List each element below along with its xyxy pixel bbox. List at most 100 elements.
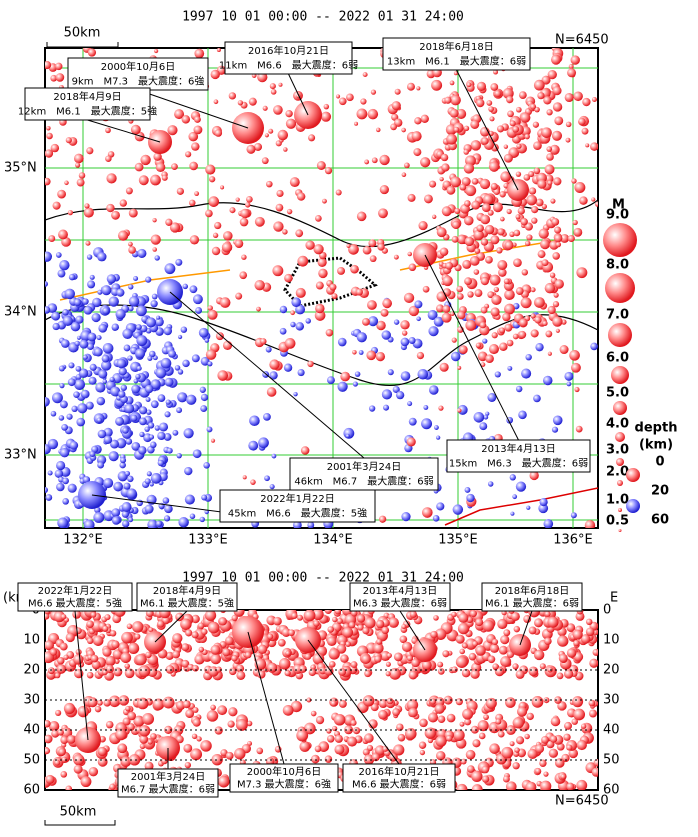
quake-dot xyxy=(80,776,92,788)
quake-dot xyxy=(229,207,236,214)
quake-dot xyxy=(317,257,327,268)
quake-dot xyxy=(204,509,210,515)
quake-dot xyxy=(64,180,69,186)
quake-dot xyxy=(166,447,173,454)
scale-bar xyxy=(46,42,119,48)
quake-dot xyxy=(549,144,560,155)
quake-dot xyxy=(550,198,556,204)
quake-dot xyxy=(468,652,477,661)
lon-label: 132°E xyxy=(63,533,103,548)
quake-dot xyxy=(494,371,501,378)
quake-dot xyxy=(57,269,66,278)
magnitude-label: 0.5 xyxy=(606,514,629,529)
quake-dot xyxy=(436,750,446,761)
magnitude-label: 7.0 xyxy=(606,308,629,323)
quake-dot xyxy=(563,733,571,741)
annotation-date: 2018年6月18日 xyxy=(495,584,570,597)
quake-dot xyxy=(120,384,128,391)
annotation-leader xyxy=(137,89,249,129)
quake-dot xyxy=(477,351,488,362)
quake-dot xyxy=(110,386,121,397)
quake-dot xyxy=(393,744,405,756)
quake-dot xyxy=(525,353,532,361)
annotation-box xyxy=(24,87,151,121)
quake-dot xyxy=(314,310,326,321)
map-scale-label: 50km xyxy=(64,26,101,41)
quake-dot xyxy=(482,619,495,632)
quake-dot xyxy=(111,516,121,525)
quake-dot xyxy=(167,125,178,136)
quake-dot xyxy=(128,241,133,247)
quake-dot xyxy=(442,650,450,658)
annotation-detail: 15km M6.3 最大震度：6弱 xyxy=(449,457,588,470)
quake-dot xyxy=(87,332,97,342)
quake-dot xyxy=(62,477,69,485)
quake-dot xyxy=(566,648,577,658)
quake-dot xyxy=(401,330,408,336)
quake-dot xyxy=(453,71,458,76)
quake-dot xyxy=(407,401,413,407)
annotation-detail: M6.1 最大震度：6弱 xyxy=(485,597,579,610)
quake-dot xyxy=(182,359,190,368)
quake-dot xyxy=(147,519,158,528)
quake-dot xyxy=(346,243,351,248)
quake-dot xyxy=(501,746,514,759)
quake-dot xyxy=(161,174,168,181)
quake-dot xyxy=(616,458,624,466)
quake-dot xyxy=(539,663,546,670)
quake-dot xyxy=(442,275,453,287)
quake-dot xyxy=(325,328,334,337)
annotation-date: 2013年4月13日 xyxy=(481,442,556,455)
quake-dot xyxy=(534,106,540,113)
quake-dot xyxy=(101,285,112,296)
quake-dot xyxy=(204,610,217,621)
quake-dot xyxy=(386,652,392,659)
quake-dot xyxy=(246,720,253,727)
quake-dot xyxy=(199,386,206,393)
quake-dot xyxy=(295,322,305,331)
quake-dot xyxy=(571,362,581,373)
quake-dot xyxy=(548,748,559,758)
quake-dot xyxy=(418,741,427,749)
quake-dot xyxy=(513,229,521,237)
quake-dot xyxy=(297,255,309,267)
quake-dot xyxy=(530,329,539,338)
quake-dot xyxy=(420,114,429,123)
quake-dot xyxy=(474,289,483,298)
quake-dot xyxy=(271,453,277,459)
quake-dot xyxy=(479,178,491,190)
quake-dot xyxy=(45,149,54,158)
quake-dot xyxy=(149,350,156,358)
quake-dot xyxy=(218,617,227,626)
quake-dot xyxy=(537,250,546,259)
quake-dot xyxy=(564,371,574,381)
quake-dot xyxy=(429,698,437,705)
quake-dot xyxy=(139,406,148,415)
quake-dot xyxy=(164,504,173,514)
quake-dot xyxy=(504,303,515,315)
depth-tick-label: 30 xyxy=(603,693,620,708)
quake-dot xyxy=(273,221,284,232)
quake-dot xyxy=(516,736,525,745)
quake-dot xyxy=(139,324,148,333)
quake-dot xyxy=(338,699,347,708)
depth-tick-label: 50 xyxy=(23,753,40,768)
quake-dot xyxy=(453,729,465,742)
quake-dot xyxy=(551,426,559,433)
quake-dot xyxy=(352,381,358,387)
quake-dot xyxy=(49,648,58,656)
quake-dot xyxy=(122,520,130,528)
quake-dot xyxy=(177,334,183,340)
quake-dot xyxy=(152,698,165,711)
quake-dot xyxy=(278,82,283,87)
quake-dot xyxy=(177,392,188,403)
quake-dot xyxy=(52,201,61,210)
coastline xyxy=(45,199,598,248)
quake-dot xyxy=(78,172,86,179)
quake-dot xyxy=(585,143,590,148)
quake-dot xyxy=(480,276,490,286)
quake-dot xyxy=(78,368,89,379)
quake-dot xyxy=(336,618,343,625)
quake-dot xyxy=(539,497,548,507)
quake-dot xyxy=(514,747,520,753)
